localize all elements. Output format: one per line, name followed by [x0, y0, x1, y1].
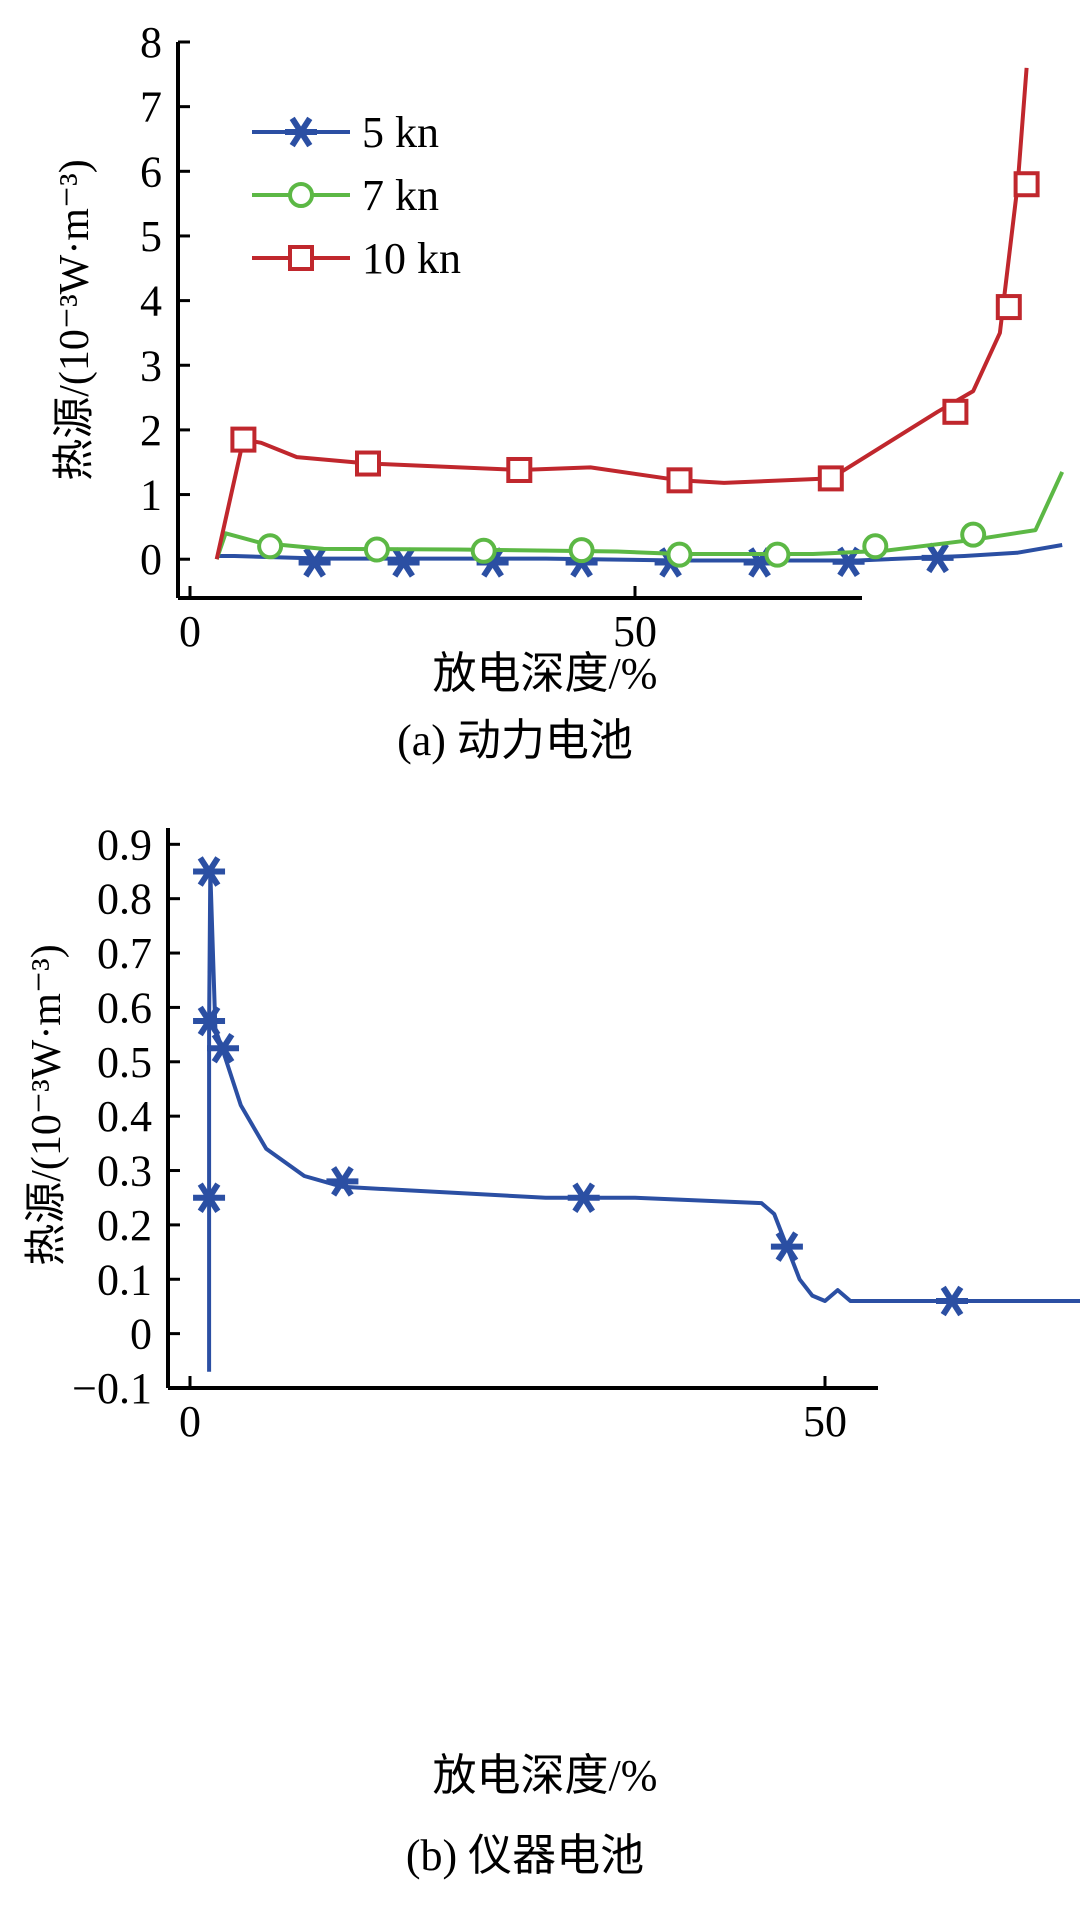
panel-b-y-tick-label: 0.5 — [97, 1038, 152, 1087]
panel-a-power-battery: 0 1 2 3 4 5 6 7 8 0 50 5 kn 7 kn 10 kn 热源/(10⁻³W·m⁻… — [52, 18, 1065, 765]
panel-a-data-point-10-kn — [1013, 171, 1040, 198]
panel-b-x-tick-label: 0 — [179, 1397, 201, 1446]
panel-a-data-point-7-kn — [764, 541, 791, 568]
panel-b-caption: (b) 仪器电池 — [406, 1831, 644, 1880]
panel-b-y-tick-label: 0.1 — [97, 1255, 152, 1304]
panel-a-x-tick-label: 50 — [613, 607, 657, 656]
panel-a-data-point-10-kn — [506, 456, 533, 483]
panel-b-data-point-仪器电池 — [207, 1032, 240, 1064]
legend-label: 10 kn — [362, 234, 461, 283]
panel-b-data-point-仪器电池 — [567, 1182, 600, 1213]
panel-a-x-axis-label: 放电深度/% — [433, 649, 658, 698]
panel-a-data-point-10-kn — [942, 398, 969, 425]
panel-b-y-tick-label: 0.6 — [97, 983, 152, 1032]
legend-marker — [288, 245, 314, 271]
legend-entry-5-kn: 5 kn — [252, 108, 439, 157]
panel-a-data-point-5-kn — [298, 547, 331, 578]
panel-b-data-point-仪器电池 — [936, 1285, 968, 1317]
panel-a-data-point-7-kn — [960, 521, 987, 548]
panel-b-instrument-battery: −0.1 0 0.1 0.2 0.3 0.4 0.5 0.6 0.7 0.8 0.9 0 50 热源/… — [24, 820, 1080, 1880]
panel-a-y-tick-label: 2 — [140, 406, 162, 455]
legend-entry-7-kn: 7 kn — [252, 171, 439, 220]
panel-a-data-point-10-kn — [666, 467, 693, 494]
panel-a-data-point-7-kn — [363, 536, 390, 563]
panel-a-data-point-7-kn — [470, 537, 497, 564]
panel-b-y-tick-label: 0.8 — [97, 875, 152, 924]
panel-a-data-point-10-kn — [355, 450, 381, 477]
panel-a-y-tick-label: 4 — [140, 277, 162, 326]
panel-b-y-tick-label: −0.1 — [72, 1364, 152, 1413]
panel-b-y-tick-label: 0.9 — [97, 820, 152, 869]
panel-a-data-point-7-kn — [568, 537, 595, 564]
panel-a-data-point-5-kn — [387, 547, 420, 578]
panel-b-data-point-仪器电池 — [193, 1182, 226, 1213]
panel-b-data-point-仪器电池 — [193, 1005, 226, 1037]
panel-a-legend: 5 kn 7 kn 10 kn — [252, 108, 461, 283]
panel-b-y-tick-label: 0.2 — [97, 1201, 152, 1250]
panel-a-data-point-10-kn — [995, 294, 1022, 321]
panel-b-y-tick-label: 0.7 — [97, 929, 152, 978]
panel-a-data-point-7-kn — [257, 533, 284, 560]
legend-label: 5 kn — [362, 108, 439, 157]
panel-b-data-point-仪器电池 — [193, 856, 226, 887]
panel-a-y-tick-label: 1 — [140, 471, 162, 520]
panel-a-y-axis-label: 热源/(10⁻³W·m⁻³) — [52, 159, 98, 480]
panel-b-data-point-仪器电池 — [770, 1231, 803, 1262]
legend-label: 7 kn — [362, 171, 439, 220]
panel-a-y-tick-label: 3 — [140, 341, 162, 390]
panel-a-y-tick-label: 5 — [140, 212, 162, 261]
panel-b-y-tick-label: 0.3 — [97, 1147, 152, 1196]
legend-marker — [285, 116, 317, 148]
legend-marker — [288, 182, 314, 208]
panel-b-data-point-仪器电池 — [326, 1166, 359, 1197]
panel-a-data-point-7-kn — [666, 541, 693, 568]
panel-b-x-axis-label: 放电深度/% — [433, 1751, 658, 1800]
panel-a-y-tick-label: 8 — [140, 18, 162, 67]
panel-b-y-tick-label: 0.4 — [97, 1092, 152, 1141]
panel-a-y-tick-label: 7 — [140, 83, 162, 132]
panel-b-y-axis-label: 热源/(10⁻³W·m⁻³) — [24, 944, 70, 1265]
panel-a-data-point-5-kn — [921, 542, 954, 574]
panel-a-y-tick-label: 0 — [140, 535, 162, 584]
panel-a-x-tick-label: 0 — [179, 607, 201, 656]
panel-a-data-point-7-kn — [862, 533, 889, 560]
panel-a-data-point-10-kn — [817, 465, 844, 492]
panel-a-caption: (a) 动力电池 — [397, 716, 633, 765]
panel-b-y-tick-label: 0 — [130, 1310, 152, 1359]
legend-entry-10-kn: 10 kn — [252, 234, 461, 283]
panel-a-data-point-10-kn — [230, 426, 257, 453]
panel-a-y-tick-label: 6 — [140, 147, 162, 196]
panel-a-series-line-7-kn — [214, 471, 1065, 560]
panel-a-series-line-10-kn — [214, 67, 1029, 560]
panel-b-x-tick-label: 50 — [803, 1397, 847, 1446]
